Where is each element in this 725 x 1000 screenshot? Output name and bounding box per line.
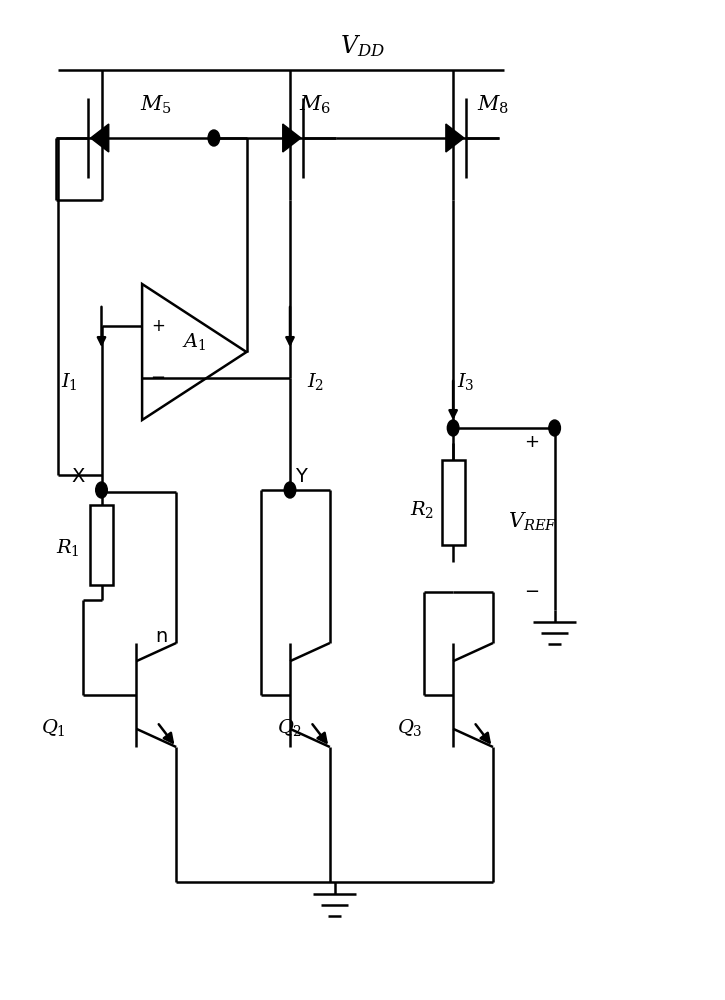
Text: $Q_1$: $Q_1$	[41, 718, 65, 738]
Text: $I_1$: $I_1$	[60, 371, 78, 392]
Circle shape	[96, 482, 107, 498]
Text: −: −	[524, 583, 539, 601]
Circle shape	[208, 130, 220, 146]
Text: −: −	[151, 369, 165, 387]
Polygon shape	[283, 124, 301, 152]
Text: $M_5$: $M_5$	[140, 94, 172, 116]
Text: Y: Y	[295, 468, 307, 487]
Text: $I_3$: $I_3$	[457, 371, 475, 392]
Circle shape	[284, 482, 296, 498]
Text: X: X	[72, 468, 85, 487]
Text: +: +	[151, 317, 165, 335]
Text: $M_6$: $M_6$	[299, 94, 331, 116]
Text: +: +	[524, 433, 539, 451]
Text: $R_1$: $R_1$	[56, 538, 79, 558]
Bar	[90, 505, 113, 585]
Polygon shape	[446, 124, 464, 152]
Circle shape	[549, 420, 560, 436]
Bar	[442, 460, 465, 545]
Text: $Q_3$: $Q_3$	[397, 718, 423, 738]
Text: $I_2$: $I_2$	[307, 371, 324, 392]
Circle shape	[447, 420, 459, 436]
Text: $A_1$: $A_1$	[182, 332, 207, 353]
Text: $V_{DD}$: $V_{DD}$	[340, 33, 385, 59]
Text: $M_8$: $M_8$	[477, 94, 509, 116]
Text: $R_2$: $R_2$	[410, 499, 434, 520]
Text: n: n	[155, 628, 167, 647]
Text: $Q_2$: $Q_2$	[278, 718, 302, 738]
Text: $V_{REF}$: $V_{REF}$	[508, 511, 558, 533]
Polygon shape	[91, 124, 109, 152]
